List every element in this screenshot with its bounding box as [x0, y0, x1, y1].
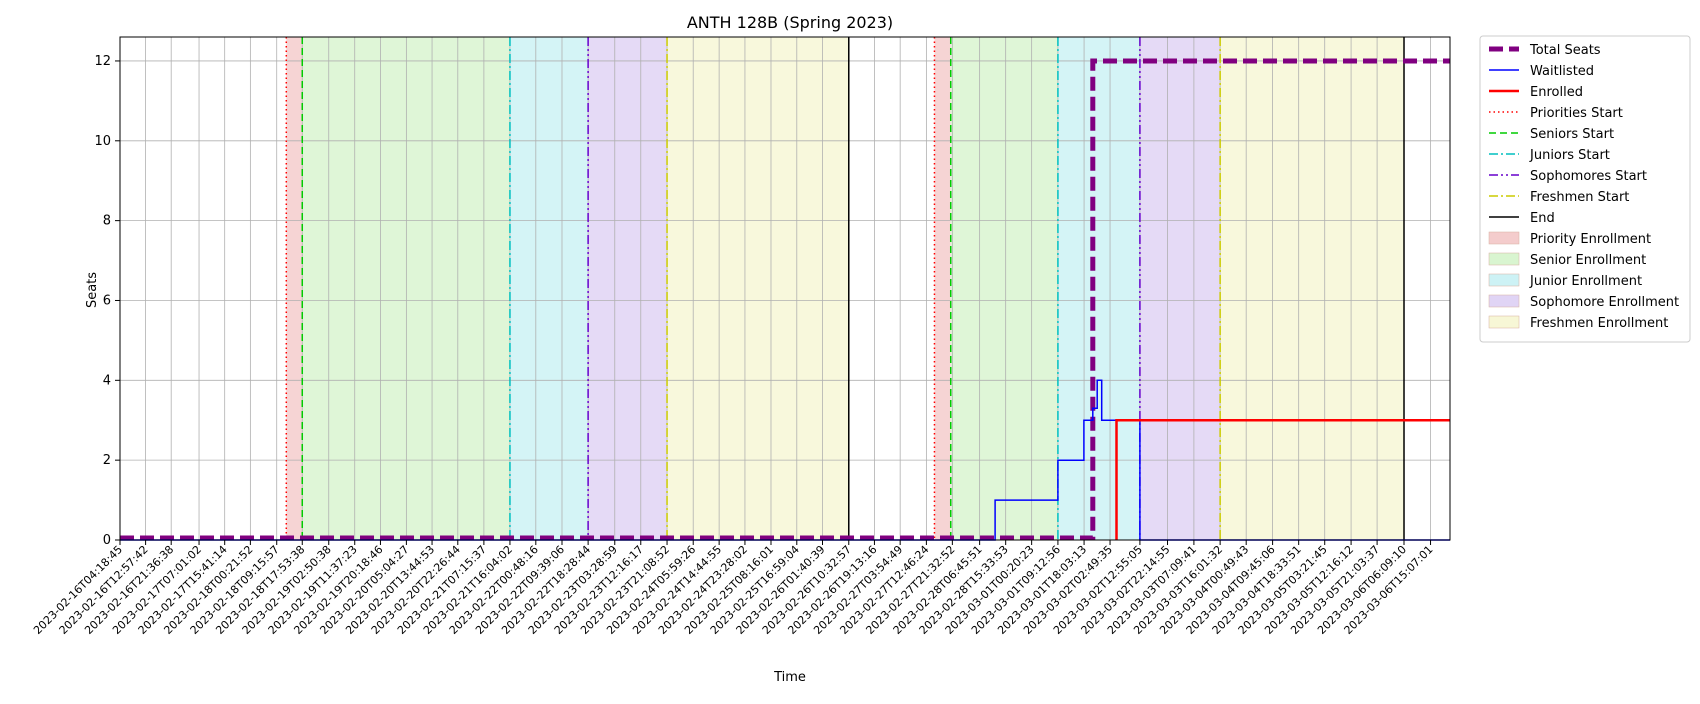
legend-label-sophomore-enrollment: Sophomore Enrollment — [1530, 295, 1679, 310]
legend-label-seniors-start: Seniors Start — [1530, 127, 1614, 142]
y-tick-label: 12 — [94, 54, 111, 69]
region-sophomore-enrollment — [588, 37, 668, 540]
region-senior-enrollment — [950, 37, 1058, 540]
legend-label-senior-enrollment: Senior Enrollment — [1530, 253, 1646, 268]
series-total-seats — [120, 58, 1450, 541]
chart-title: ANTH 128B (Spring 2023) — [687, 13, 893, 32]
region-junior-enrollment — [1057, 37, 1140, 540]
legend-label-enrolled: Enrolled — [1530, 85, 1583, 100]
plot-area: 0246810122023-02-16T04:18:452023-02-16T1… — [31, 36, 1451, 637]
legend-label-priority-enrollment: Priority Enrollment — [1530, 232, 1651, 247]
legend: Total Seats Waitlisted Enrolled Priorities … — [1479, 35, 1691, 343]
y-tick-label: 6 — [103, 293, 111, 308]
legend-swatch-sophomore-enrollment — [1488, 294, 1520, 308]
legend-box — [1479, 35, 1691, 343]
legend-label-end: End — [1530, 211, 1555, 226]
y-tick-label: 4 — [103, 373, 111, 388]
y-axis-label: Seats — [85, 272, 100, 308]
legend-swatch-senior-enrollment — [1488, 252, 1520, 266]
region-sophomore-enrollment — [1139, 37, 1221, 540]
legend-label-sophomores-start: Sophomores Start — [1530, 169, 1647, 184]
region-priority-enrollment — [286, 37, 303, 540]
legend-label-junior-enrollment: Junior Enrollment — [1529, 274, 1642, 289]
region-priority-enrollment — [934, 37, 951, 540]
y-tick-label: 0 — [103, 533, 111, 548]
legend-label-waitlisted: Waitlisted — [1530, 64, 1594, 79]
legend-label-total-seats: Total Seats — [1529, 43, 1601, 58]
legend-label-freshmen-enrollment: Freshmen Enrollment — [1530, 316, 1668, 331]
y-tick-label: 2 — [103, 453, 111, 468]
x-axis-label: Time — [773, 670, 806, 685]
y-tick-label: 8 — [103, 214, 111, 229]
legend-swatch-priority-enrollment — [1488, 231, 1520, 245]
legend-label-juniors-start: Juniors Start — [1529, 148, 1610, 163]
region-freshmen-enrollment — [1220, 37, 1405, 540]
legend-label-priorities-start: Priorities Start — [1530, 106, 1623, 121]
series-enrolled — [1115, 418, 1450, 540]
legend-swatch-freshmen-enrollment — [1488, 315, 1520, 329]
y-tick-label: 10 — [94, 134, 111, 149]
legend-label-freshmen-start: Freshmen Start — [1530, 190, 1629, 205]
legend-swatch-junior-enrollment — [1488, 273, 1520, 287]
region-junior-enrollment — [509, 37, 589, 540]
plot-frame — [119, 36, 1451, 541]
region-freshmen-enrollment — [667, 37, 849, 540]
